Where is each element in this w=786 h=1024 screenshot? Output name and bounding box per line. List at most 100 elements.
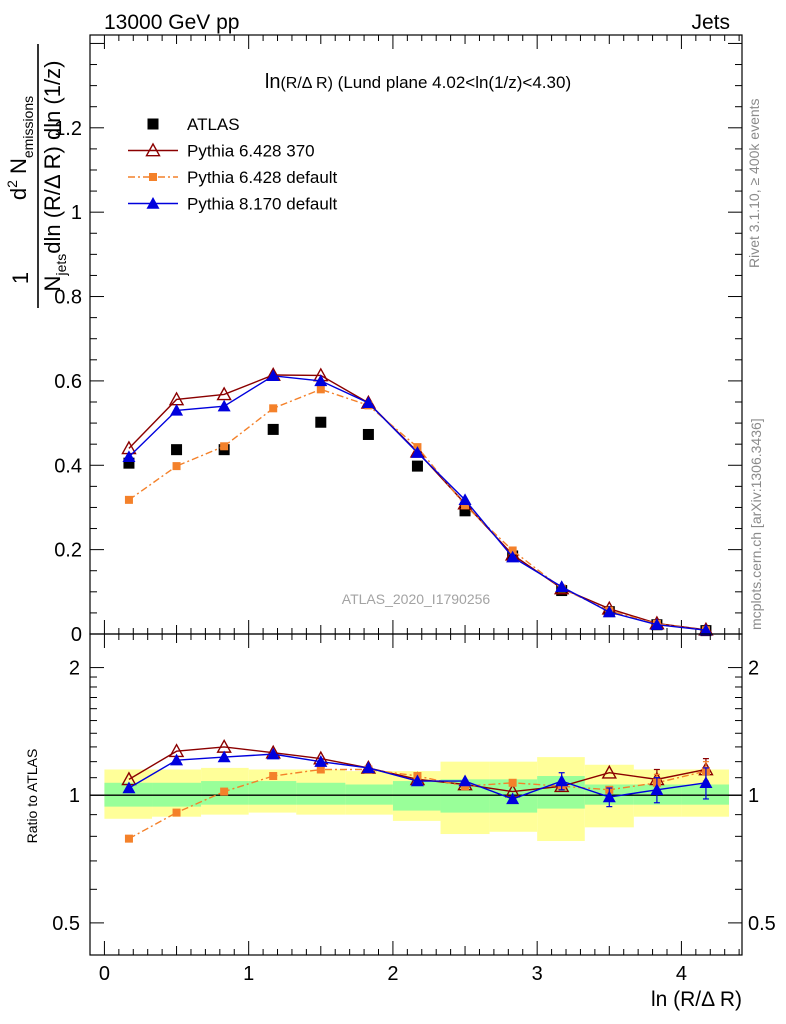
- top-y-tick-label-1: 1: [71, 202, 82, 224]
- ratio-point-pythia-8-170-default-1: [170, 753, 184, 766]
- data-point-atlas-4: [315, 416, 327, 428]
- top-ylabel-num-sup: 2: [4, 180, 20, 188]
- ratio-point-pythia-6-428-370-10: [601, 764, 617, 779]
- ratio-point-pythia-8-170-default-8: [506, 792, 520, 805]
- legend-label-pythia-8-170-default: Pythia 8.170 default: [187, 195, 338, 214]
- data-point-pythia-6-428-default-4: [316, 385, 325, 394]
- top-y-tick-label-1-2: 1.2: [54, 118, 82, 140]
- ratio-point-pythia-6-428-default-2: [220, 787, 229, 796]
- ratio-y-tick-label-2: 2: [69, 658, 80, 680]
- data-point-pythia-8-170-default-9: [555, 580, 569, 592]
- plot-title-rest: (Lund plane 4.02<ln(1/z)<4.30): [333, 73, 571, 92]
- ratio-point-pythia-8-170-default-3: [266, 747, 280, 760]
- mcplots-text: mcplots.cern.ch [arXiv:1306.3436]: [748, 418, 764, 630]
- ratio-point-pythia-6-428-default-8: [508, 778, 517, 787]
- top-ylabel-one: 1: [8, 272, 33, 284]
- legend: ATLAS Pythia 6.428 370 Pythia 6.428 defaul…: [128, 115, 338, 214]
- analysis-watermark: ATLAS_2020_I1790256: [342, 591, 491, 607]
- top-ylabel: 1 d2 Nemissions Njetsdln (R/Δ R) dln (1/…: [4, 44, 69, 308]
- ratio-point-pythia-8-170-default-2: [217, 750, 231, 763]
- data-point-pythia-8-170-default-3: [266, 369, 280, 382]
- data-point-atlas-5: [362, 428, 374, 440]
- top-ylabel-den-sub: jets: [53, 254, 69, 277]
- top-ylabel-denominator: Njetsdln (R/Δ R) dln (1/z): [40, 61, 69, 292]
- x-tick-label-0: 0: [99, 963, 110, 985]
- ratio-point-pythia-6-428-default-4: [316, 765, 325, 774]
- ratio-y-tick-label-right-0-5: 0.5: [748, 913, 776, 935]
- ratio-point-pythia-8-170-default-12: [699, 776, 713, 788]
- legend-marker-pythia-6-428-default: [149, 173, 157, 181]
- data-point-pythia-8-170-default-1: [170, 403, 184, 416]
- ratio-point-pythia-6-428-default-3: [269, 772, 278, 781]
- legend-marker-pythia-8-170-default: [146, 197, 160, 209]
- ratio-point-pythia-6-428-default-0: [124, 834, 133, 843]
- x-tick-label-3: 3: [532, 963, 543, 985]
- data-point-pythia-8-170-default-5: [361, 396, 375, 409]
- ratio-y-tick-label-1: 1: [69, 785, 80, 807]
- uncertainty-band-green: [296, 782, 346, 805]
- data-point-pythia-6-428-default-0: [124, 495, 133, 504]
- ratio-point-pythia-8-170-default-9: [555, 774, 569, 787]
- data-point-pythia-8-170-default-12: [699, 623, 713, 636]
- x-tick-label-1: 1: [243, 963, 254, 985]
- data-point-pythia-6-428-default-8: [508, 546, 517, 555]
- data-point-pythia-6-428-370-2: [216, 386, 232, 401]
- plot-title-main: ln: [265, 71, 281, 93]
- top-y-tick-label-0-8: 0.8: [54, 287, 82, 309]
- data-point-pythia-8-170-default-8: [506, 550, 520, 563]
- top-plot: 0 0.2 0.4 0.6 0.8 1 1.2: [54, 34, 743, 646]
- ratio-point-pythia-8-170-default-5: [361, 761, 375, 774]
- ratio-point-pythia-8-170-default-6: [410, 774, 424, 787]
- data-point-pythia-8-170-default-0: [122, 450, 136, 463]
- rivet-version-text: Rivet 3.1.10, ≥ 400k events: [746, 98, 762, 268]
- uncertainty-band-green: [248, 781, 297, 805]
- data-point-pythia-6-428-default-7: [461, 501, 470, 510]
- data-point-pythia-6-428-default-1: [172, 462, 181, 471]
- plot-title: ln(R/Δ R) (Lund plane 4.02<ln(1/z)<4.30): [265, 71, 571, 93]
- ratio-point-pythia-8-170-default-7: [458, 774, 472, 787]
- data-point-pythia-8-170-default-6: [410, 446, 424, 458]
- legend-marker-pythia-6-428-370: [145, 142, 161, 157]
- legend-label-pythia-6-428-370: Pythia 6.428 370: [187, 142, 315, 161]
- data-point-pythia-6-428-default-2: [220, 442, 229, 451]
- data-point-pythia-8-170-default-4: [314, 374, 328, 387]
- ratio-plot: 0 1 2 3 4 0.5 0.5 1 1 2 2: [52, 633, 776, 985]
- data-point-atlas-6: [411, 460, 423, 472]
- data-point-atlas-7: [459, 505, 471, 517]
- header-right: Jets: [691, 11, 730, 34]
- ratio-point-pythia-8-170-default-10: [602, 790, 616, 803]
- x-axis-label: ln (R/Δ R): [651, 988, 742, 1011]
- top-ylabel-num-lead: d: [6, 188, 31, 200]
- top-y-tick-label-0-6: 0.6: [54, 371, 82, 393]
- legend-marker-atlas: [147, 118, 159, 130]
- top-ylabel-den-rest: dln (R/Δ R) dln (1/z): [40, 61, 65, 254]
- x-tick-label-4: 4: [676, 963, 687, 985]
- data-point-pythia-8-170-default-11: [650, 618, 664, 630]
- top-y-tick-label-0: 0: [71, 624, 82, 646]
- data-point-pythia-8-170-default-10: [602, 605, 616, 618]
- ratio-y-tick-label-0-5: 0.5: [52, 913, 80, 935]
- data-point-pythia-6-428-default-3: [269, 404, 278, 413]
- header-left: 13000 GeV pp: [104, 11, 239, 34]
- top-y-tick-label-0-2: 0.2: [54, 540, 82, 562]
- ratio-ylabel: Ratio to ATLAS: [24, 749, 40, 844]
- plot-title-paren: (R/Δ R): [280, 75, 332, 92]
- legend-label-pythia-6-428-default: Pythia 6.428 default: [187, 168, 338, 187]
- ratio-point-pythia-8-170-default-11: [650, 783, 664, 795]
- ratio-point-pythia-8-170-default-0: [122, 781, 136, 794]
- ratio-point-pythia-6-428-default-1: [172, 808, 181, 817]
- data-point-atlas-3: [267, 423, 279, 435]
- top-y-tick-label-0-4: 0.4: [54, 455, 82, 477]
- data-point-pythia-8-170-default-2: [217, 399, 231, 412]
- top-ylabel-num-sub: emissions: [20, 96, 36, 158]
- top-ylabel-den-lead: N: [40, 276, 65, 292]
- data-point-atlas-0: [123, 457, 135, 469]
- top-ylabel-numerator: d2 Nemissions: [4, 96, 36, 200]
- ratio-point-pythia-8-170-default-4: [314, 755, 328, 767]
- x-tick-label-2: 2: [387, 963, 398, 985]
- legend-label-atlas: ATLAS: [187, 115, 240, 134]
- ratio-y-tick-label-right-1: 1: [748, 785, 759, 807]
- data-point-pythia-8-170-default-7: [458, 493, 472, 506]
- ratio-frame: [89, 633, 743, 956]
